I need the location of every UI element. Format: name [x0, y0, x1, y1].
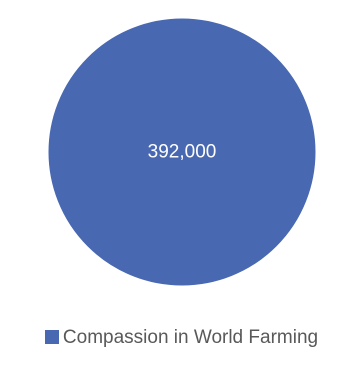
- pie-slice: [47, 17, 317, 287]
- pie-data-labels: 392,000: [148, 142, 217, 163]
- chart-legend: Compassion in World Farming: [0, 322, 363, 352]
- legend-label: Compassion in World Farming: [62, 326, 319, 348]
- pie-slices: [47, 17, 317, 287]
- data-label: 392,000: [148, 142, 217, 163]
- legend-swatch: [44, 330, 59, 344]
